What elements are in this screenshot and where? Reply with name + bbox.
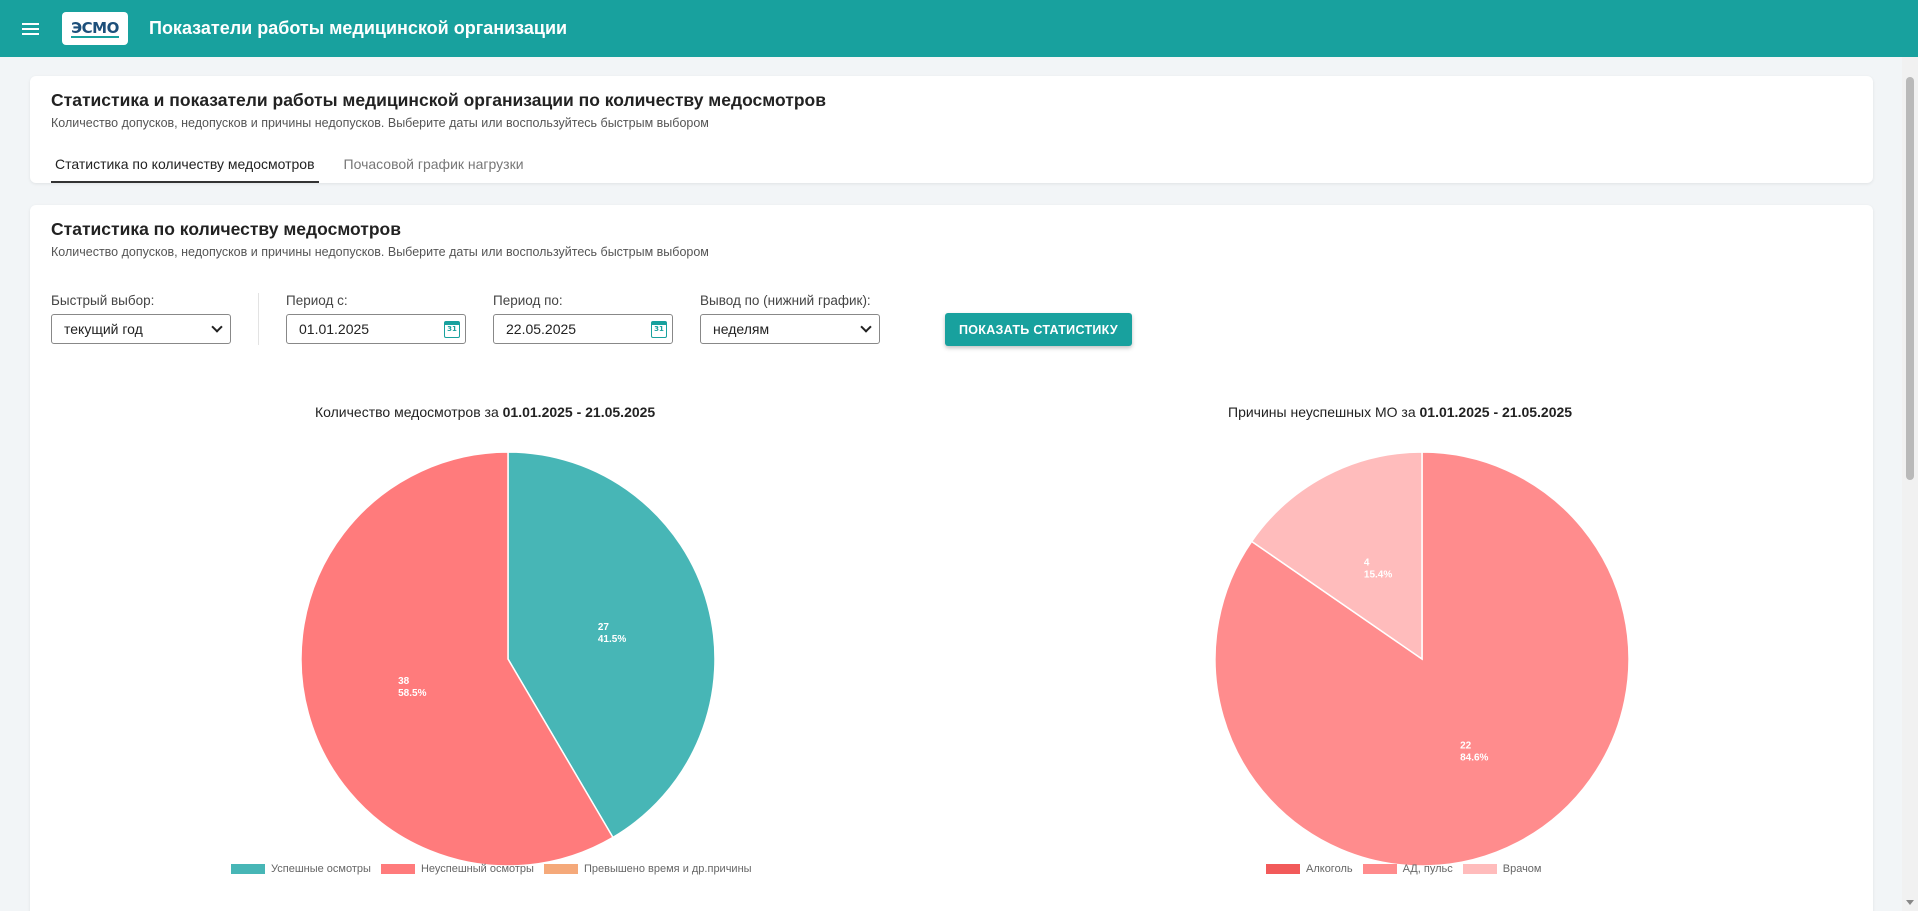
page-scrollbar[interactable]: [1902, 57, 1918, 911]
pie-label-0-1: 38 58.5%: [398, 676, 426, 699]
quick-select-dropdown[interactable]: текущий год: [51, 314, 231, 344]
filter-divider: [258, 293, 259, 345]
chart-exams-title: Количество медосмотров за 01.01.2025 - 2…: [315, 404, 655, 420]
legend-label: Превышено время и др.причины: [583, 863, 752, 875]
legend-label: Алкоголь: [1306, 863, 1353, 875]
statistics-card: Статистика по количеству медосмотров Кол…: [30, 205, 1873, 911]
tab-exam-statistics[interactable]: Статистика по количеству медосмотров: [51, 154, 319, 183]
logo-text: ЭСМО: [71, 18, 119, 38]
legend-label: Врачом: [1502, 863, 1542, 875]
legend-swatch: [1266, 864, 1300, 874]
legend-swatch: [1462, 864, 1497, 874]
legend-item-0-0[interactable]: Успешные осмотры: [231, 863, 371, 875]
period-from-label: Период с:: [286, 293, 348, 308]
chart-reasons-title-prefix: Причины неуспешных МО за: [1228, 404, 1420, 420]
header-card: Статистика и показатели работы медицинск…: [30, 76, 1873, 183]
legend-swatch: [1362, 864, 1397, 874]
chart-reasons-title-period: 01.01.2025 - 21.05.2025: [1419, 404, 1573, 420]
chart-exams-legend: Успешные осмотры Неуспешный осмотры Превыш…: [231, 863, 762, 875]
period-to-filter: Период по: 22.05.2025 31: [493, 293, 673, 344]
chart-exams-pie: 27 41.5% 38 58.5%: [300, 451, 716, 867]
legend-swatch: [231, 864, 265, 874]
output-by-filter: Вывод по (нижний график): неделям: [700, 293, 880, 344]
quick-select-label: Быстрый выбор:: [51, 293, 155, 308]
calendar-icon[interactable]: 31: [444, 320, 460, 338]
section-title: Статистика по количеству медосмотров: [51, 219, 401, 239]
quick-select-value: текущий год: [64, 321, 143, 337]
legend-swatch: [543, 864, 578, 874]
page-subtitle: Количество допусков, недопусков и причин…: [51, 116, 709, 130]
legend-item-1-1[interactable]: АД, пульс: [1362, 863, 1453, 875]
legend-item-1-2[interactable]: Врачом: [1462, 863, 1542, 875]
calendar-icon[interactable]: 31: [651, 320, 667, 338]
pie-label-0-0: 27 41.5%: [598, 622, 626, 645]
chart-exams-title-period: 01.01.2025 - 21.05.2025: [502, 404, 656, 420]
app-title: Показатели работы медицинской организаци…: [149, 18, 568, 38]
chevron-down-icon: [860, 321, 872, 333]
logo[interactable]: ЭСМО: [62, 12, 128, 45]
legend-item-0-2[interactable]: Превышено время и др.причины: [543, 863, 752, 875]
legend-item-0-1[interactable]: Неуспешный осмотры: [380, 863, 534, 875]
period-from-input[interactable]: 01.01.2025 31: [286, 314, 466, 344]
period-to-input[interactable]: 22.05.2025 31: [493, 314, 673, 344]
output-by-dropdown[interactable]: неделям: [700, 314, 880, 344]
period-from-filter: Период с: 01.01.2025 31: [286, 293, 466, 344]
output-by-label: Вывод по (нижний график):: [700, 293, 871, 308]
chart-exams-title-prefix: Количество медосмотров за: [315, 404, 503, 420]
app-header: ЭСМО Показатели работы медицинской орган…: [0, 0, 1918, 57]
page-title: Статистика и показатели работы медицинск…: [51, 90, 826, 110]
pie-label-1-2: 4 15.4%: [1364, 557, 1392, 580]
chart-reasons-title: Причины неуспешных МО за 01.01.2025 - 21…: [1228, 404, 1572, 420]
show-statistics-button[interactable]: ПОКАЗАТЬ СТАТИСТИКУ: [945, 313, 1132, 346]
pie-label-1-1: 22 84.6%: [1460, 741, 1488, 764]
chart-reasons-legend: Алкоголь АД, пульс Врачом: [1266, 863, 1552, 875]
section-subtitle: Количество допусков, недопусков и причин…: [51, 245, 709, 259]
period-from-value: 01.01.2025: [299, 321, 370, 337]
chevron-down-icon: [211, 321, 223, 333]
chart-reasons-pie: 22 84.6% 4 15.4%: [1214, 451, 1630, 867]
scroll-thumb[interactable]: [1906, 77, 1914, 480]
scroll-down-arrow-icon[interactable]: [1906, 900, 1914, 905]
period-to-value: 22.05.2025: [506, 321, 577, 337]
output-by-value: неделям: [713, 321, 770, 337]
pie-slice-0-0[interactable]: [507, 451, 716, 839]
legend-item-1-0[interactable]: Алкоголь: [1266, 863, 1353, 875]
pie-slice-1-2[interactable]: [1250, 451, 1423, 661]
tab-bar: Статистика по количеству медосмотров Поч…: [51, 154, 549, 183]
legend-swatch: [380, 864, 415, 874]
period-to-label: Период по:: [493, 293, 563, 308]
legend-label: Неуспешный осмотры: [420, 863, 534, 875]
pie-slice-0-1[interactable]: [300, 451, 614, 867]
tab-hourly-load[interactable]: Почасовой график нагрузки: [343, 156, 524, 172]
legend-label: АД, пульс: [1402, 863, 1453, 875]
legend-label: Успешные осмотры: [271, 863, 371, 875]
quick-select-filter: Быстрый выбор: текущий год: [51, 293, 231, 344]
menu-icon[interactable]: [18, 15, 46, 43]
